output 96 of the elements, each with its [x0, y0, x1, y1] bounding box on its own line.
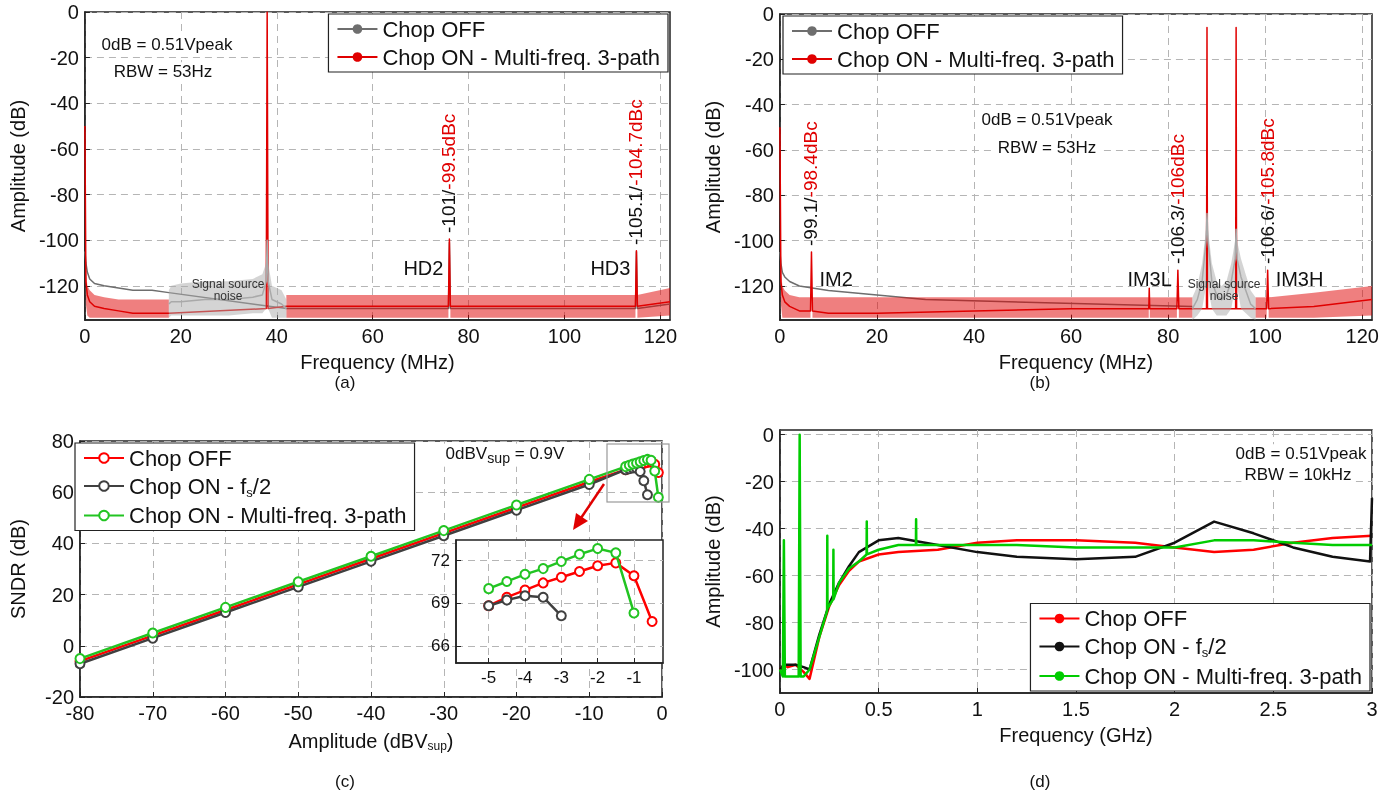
x-tick-label: 80 [457, 325, 480, 347]
x-tick-label: -50 [283, 702, 313, 724]
y-tick-label: -20 [50, 46, 79, 69]
legend-label: Chop OFF [1084, 606, 1188, 631]
annotation: RBW = 10kHz [1241, 465, 1355, 485]
x-tick-label: 1 [971, 698, 983, 720]
y-tick-label: -40 [50, 92, 79, 115]
x-tick-label: -60 [211, 702, 240, 724]
annotation: -106.3/-106dBc [1166, 134, 1188, 265]
y-tick-label: -100 [733, 658, 774, 681]
x-tick-label: -3 [553, 668, 569, 687]
x-tick-label: -40 [356, 702, 386, 724]
annotation: IM3H [1275, 267, 1324, 291]
y-tick-label: -20 [745, 470, 774, 493]
text: (a) [334, 373, 356, 393]
x-tick-label: 40 [265, 325, 288, 347]
y-tick-label: 72 [431, 550, 450, 570]
y-tick-label: 0 [67, 1, 79, 23]
y-tick-label: 40 [51, 532, 74, 555]
y-tick-label: -60 [745, 139, 774, 161]
y-tick-label: 0 [762, 423, 774, 446]
annotation: -106.6/-105.8dBc [1256, 118, 1278, 265]
legend-label: Chop ON - Multi-freq. 3-path [129, 503, 407, 528]
x-tick-label: 2 [1169, 698, 1181, 720]
y-tick-label: 66 [431, 636, 450, 656]
y-tick-label: 20 [51, 583, 74, 606]
x-tick-label: -30 [429, 702, 459, 724]
y-tick-label: 0 [762, 3, 774, 25]
y-tick-label: -100 [38, 229, 79, 252]
x-tick-label: -1 [626, 668, 642, 687]
annotation: IM2 [819, 267, 853, 291]
annotation: IM3L [1127, 267, 1172, 291]
y-axis-title: Amplitude (dB) [702, 495, 724, 628]
x-tick-label: 20 [169, 325, 192, 347]
x-tick-label: 1.5 [1062, 698, 1090, 720]
x-tick-label: -10 [574, 702, 604, 724]
y-tick-label: -40 [745, 517, 774, 540]
y-tick-label: -60 [745, 564, 774, 587]
y-axis-title: Amplitude (dB) [7, 99, 29, 233]
x-tick-label: 0.5 [864, 698, 893, 720]
x-tick-label: 60 [1059, 325, 1083, 347]
y-tick-label: -60 [50, 137, 79, 160]
annotation: RBW = 53Hz [110, 62, 216, 82]
y-tick-label: 69 [431, 593, 450, 613]
x-tick-label: 0 [656, 702, 668, 724]
annotation: -105.1/-104.7dBc [625, 99, 647, 245]
x-axis-title: Frequency (MHz) [998, 351, 1154, 373]
x-tick-label: 100 [547, 325, 582, 347]
x-tick-label: -20 [502, 702, 531, 724]
x-tick-label: 3 [1366, 698, 1378, 720]
legend-label: Chop ON - Multi-freq. 3-path [1084, 663, 1362, 689]
y-tick-label: -120 [38, 274, 79, 297]
y-tick-label: 0 [62, 634, 74, 657]
x-tick-label: 20 [865, 325, 889, 347]
annotation: RBW = 53Hz [994, 138, 1100, 158]
y-tick-label: -20 [745, 48, 774, 71]
x-tick-label: 80 [1157, 325, 1180, 347]
y-tick-label: -80 [50, 183, 79, 206]
y-tick-label: -100 [733, 229, 774, 252]
text: (b) [1029, 373, 1051, 393]
x-tick-label: -2 [590, 668, 606, 687]
y-axis-title: SNDR (dB) [7, 518, 29, 620]
annotation: -99.1/-98.4dBc [800, 121, 822, 246]
annotation: 0dBV$_{sup}$ = 0.9V [442, 443, 568, 467]
y-tick-label: 60 [51, 481, 74, 504]
x-axis-title: Frequency (MHz) [300, 351, 455, 373]
annotation: HD3 [590, 256, 631, 280]
legend-label: Chop ON - Multi-freq. 3-path [382, 44, 660, 70]
x-axis-title: Frequency (GHz) [999, 724, 1153, 746]
x-tick-label: -4 [517, 668, 533, 687]
y-tick-label: -40 [745, 93, 774, 116]
legend-label: Chop OFF [129, 445, 232, 471]
y-tick-label: -80 [745, 184, 774, 207]
x-tick-label: 40 [962, 325, 986, 347]
x-tick-label: 120 [643, 325, 678, 347]
text: (d) [1029, 772, 1051, 791]
annotation: 0dB = 0.51Vpeak [978, 110, 1116, 130]
y-tick-label: -80 [745, 611, 774, 634]
y-tick-label: -120 [733, 275, 774, 297]
x-tick-label: -5 [481, 668, 497, 687]
x-tick-label: 2.5 [1259, 698, 1288, 720]
annotation: 0dB = 0.51Vpeak [98, 35, 236, 55]
x-tick-label: 60 [361, 325, 384, 347]
text: (c) [335, 772, 355, 791]
x-tick-label: -70 [138, 702, 168, 724]
y-tick-label: 80 [51, 430, 74, 452]
x-tick-label: 100 [1248, 325, 1282, 347]
annotation: Signal source noise [190, 277, 266, 303]
legend-label: Chop OFF [837, 18, 940, 44]
annotation: HD2 [403, 256, 444, 280]
legend-label: Chop OFF [382, 16, 486, 42]
x-tick-label: 120 [1345, 325, 1379, 347]
legend-label: Chop ON - Multi-freq. 3-path [837, 46, 1115, 72]
annotation: 0dB = 0.51Vpeak [1232, 444, 1370, 464]
y-axis-title: Amplitude (dB) [702, 100, 724, 234]
annotation: -101/-99.5dBc [438, 113, 460, 233]
